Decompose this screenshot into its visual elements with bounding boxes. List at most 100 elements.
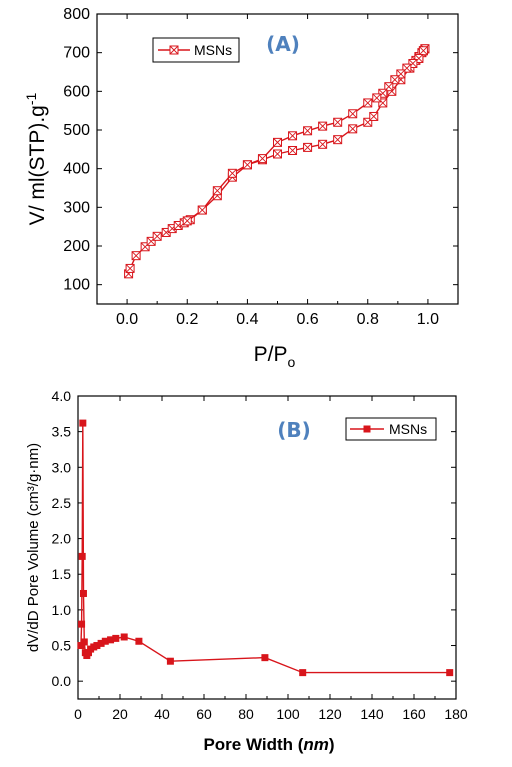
data-point: [227, 168, 237, 178]
legend: MSNs: [152, 37, 240, 63]
data-point: [333, 135, 343, 145]
marker-cross: [125, 264, 135, 273]
marker-cross: [288, 131, 297, 141]
data-point: [125, 263, 135, 273]
data-point: [80, 638, 88, 646]
marker-cross: [333, 135, 342, 144]
data-point: [318, 121, 328, 131]
y-tick-label: 300: [63, 199, 90, 216]
y-tick-label: 0.0: [52, 673, 72, 689]
y-tick-label: 3.0: [52, 459, 72, 475]
legend-label: MSNs: [194, 42, 232, 58]
data-point: [79, 419, 87, 427]
series-msns: [77, 419, 454, 677]
marker-cross: [348, 124, 358, 134]
data-point: [273, 137, 282, 147]
data-point: [93, 642, 101, 650]
y-tick-label: 800: [63, 6, 90, 23]
marker-cross: [273, 138, 282, 147]
data-point: [288, 131, 298, 141]
data-point: [182, 216, 192, 226]
data-point: [348, 109, 358, 119]
x-axis-title-italic: nm: [303, 735, 329, 754]
legend-marker: [363, 425, 371, 433]
x-axis-title-end: ): [329, 735, 335, 754]
data-point: [212, 186, 222, 196]
x-tick-label: 0.6: [296, 311, 318, 328]
marker-cross: [348, 109, 358, 119]
x-tick-label: 0.4: [236, 311, 258, 328]
plot-frame: [96, 13, 459, 305]
marker-cross: [333, 117, 342, 127]
panel-label: (B): [277, 418, 311, 442]
data-point: [79, 589, 87, 597]
marker-cross: [197, 205, 207, 215]
marker-cross: [131, 251, 141, 260]
data-point: [77, 642, 85, 650]
marker-cross: [303, 126, 312, 136]
data-point: [446, 669, 454, 677]
y-tick-label: 4.0: [52, 388, 72, 404]
x-tick-label: 100: [276, 706, 300, 722]
legend-box: [345, 417, 437, 441]
data-point: [369, 111, 379, 121]
y-tick-label: 2.0: [52, 531, 72, 547]
data-point: [101, 637, 109, 645]
x-tick-label: 60: [196, 706, 212, 722]
x-tick-label: 20: [112, 706, 128, 722]
x-tick-label: 160: [402, 706, 426, 722]
y-tick-label: 100: [63, 277, 90, 294]
data-point: [378, 88, 388, 98]
data-point: [97, 639, 105, 647]
y-tick-label: 400: [63, 161, 90, 178]
y-tick-label: 700: [63, 45, 90, 62]
marker-cross: [419, 46, 428, 56]
marker-cross: [318, 121, 327, 131]
y-tick-label: 3.5: [52, 424, 72, 440]
marker-cross: [152, 232, 162, 241]
legend-marker-cross: [169, 45, 179, 55]
series-adsorption: [124, 44, 430, 279]
series-line: [127, 48, 426, 274]
y-axis-title: V/ ml(STP).g-1: [23, 92, 49, 225]
data-point: [197, 205, 207, 215]
marker-cross: [182, 216, 192, 226]
data-point: [303, 142, 313, 152]
x-axis-title-main: P/P: [254, 343, 288, 366]
x-tick-label: 1.0: [417, 311, 439, 328]
data-point: [152, 231, 162, 241]
data-point: [166, 657, 174, 665]
data-point: [273, 149, 282, 159]
data-point: [120, 633, 128, 641]
data-point: [112, 634, 120, 642]
data-point: [363, 98, 373, 108]
y-tick-label: 1.5: [52, 566, 72, 582]
data-point: [78, 552, 86, 560]
data-point: [261, 654, 269, 662]
y-axis-title-sup: -1: [23, 92, 39, 105]
x-tick-label: 0.8: [357, 311, 379, 328]
marker-cross: [372, 93, 382, 103]
y-tick-label: 600: [63, 83, 90, 100]
isotherm-panel: 0.0 0.2 0.4 0.6 0.8 1.0 100 200 300 400 500 600 700 8…: [23, 6, 459, 370]
data-point: [318, 139, 328, 149]
y-tick-label: 200: [63, 238, 90, 255]
x-tick-label: 0.0: [116, 311, 138, 328]
marker-cross: [369, 112, 379, 121]
x-tick-label: 180: [444, 706, 468, 722]
data-point: [135, 637, 143, 645]
data-point: [299, 669, 307, 677]
x-axis-title-sub: o: [288, 354, 296, 370]
marker-cross: [273, 149, 282, 159]
y-axis-title: dV/dD Pore Volume (cm³/g·nm): [25, 443, 42, 652]
data-point: [107, 636, 115, 644]
x-axis-title-main: Pore Width (: [203, 735, 303, 754]
series-desorption: [182, 44, 430, 226]
data-point: [78, 620, 86, 628]
marker-cross: [303, 143, 312, 152]
series-line: [80, 423, 450, 674]
x-tick-label: 0.2: [176, 311, 198, 328]
x-tick-label: 140: [360, 706, 384, 722]
legend: MSNs: [345, 417, 437, 441]
